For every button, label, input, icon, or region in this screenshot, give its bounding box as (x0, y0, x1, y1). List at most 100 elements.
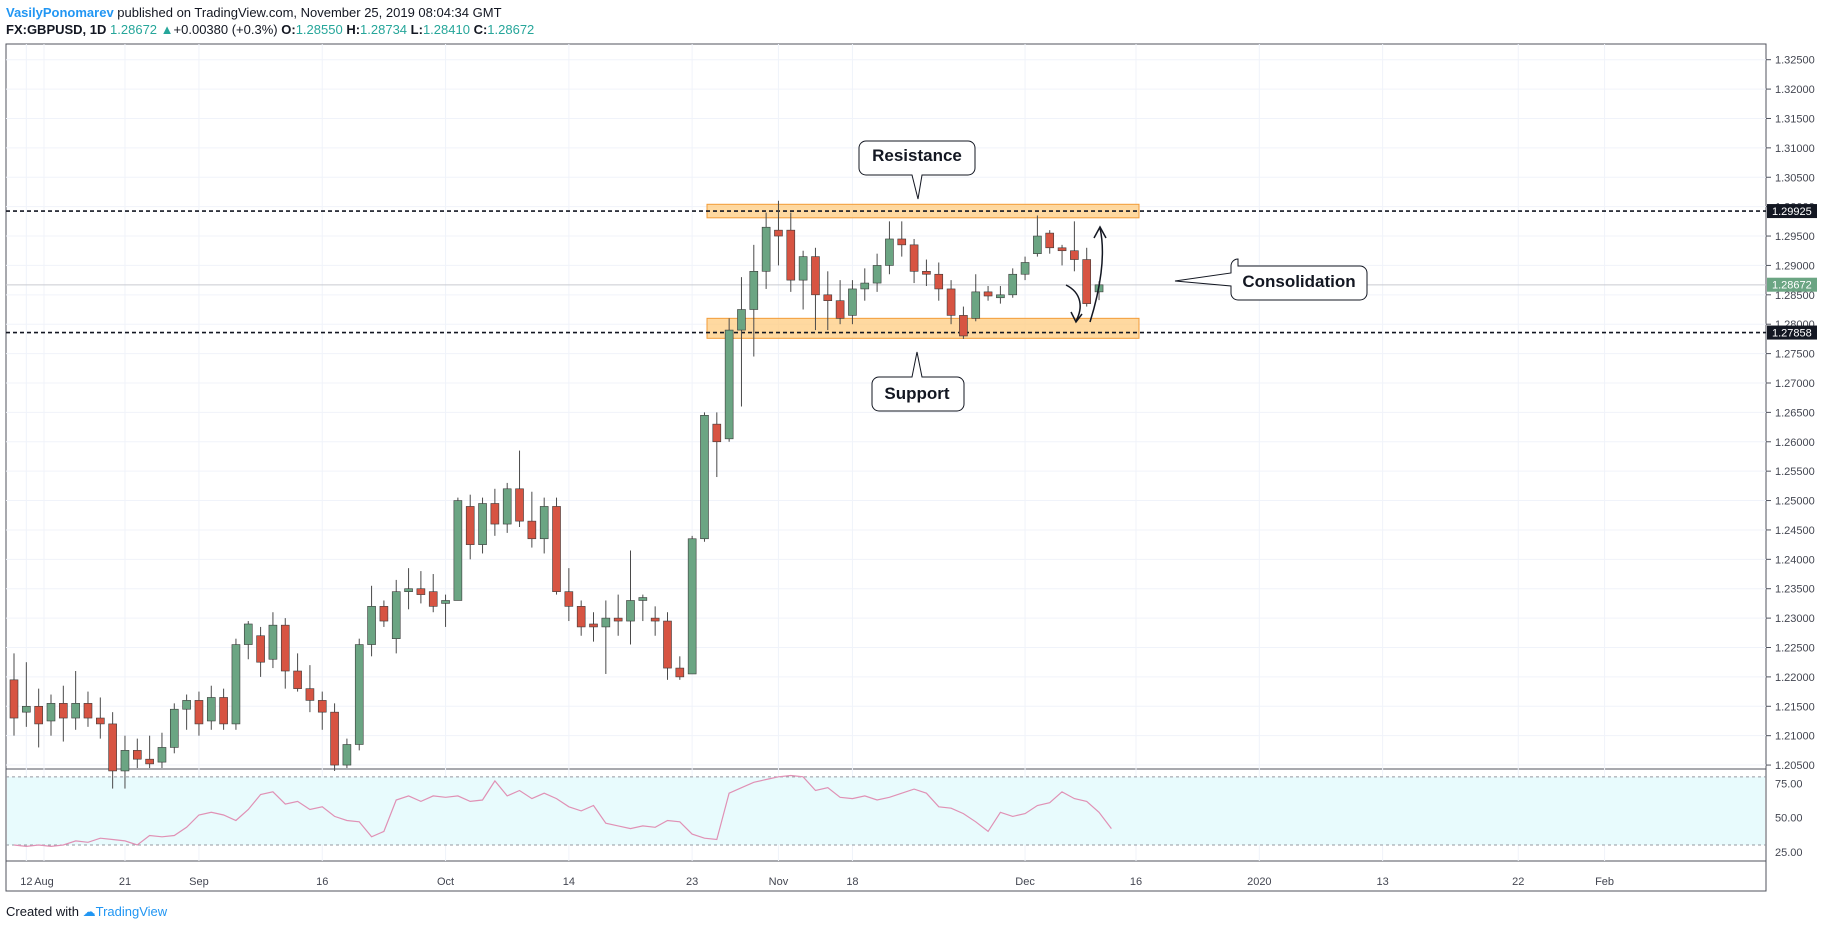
candle-body (108, 723, 117, 772)
candle-body (897, 238, 907, 246)
candle-body (157, 747, 167, 763)
time-tick-label: 2020 (1247, 876, 1271, 888)
candle-body (650, 617, 660, 622)
price-tick-label: 1.29000 (1775, 260, 1815, 272)
down-arrowhead (1070, 311, 1083, 324)
close-value: 1.28672 (487, 22, 535, 37)
price-tick-label: 1.21000 (1775, 731, 1815, 743)
time-tick-label: 16 (316, 876, 328, 888)
price-tick-label: 1.30500 (1775, 172, 1815, 184)
candle-body (133, 750, 142, 760)
candle-body (786, 229, 796, 281)
consolidation-callout[interactable]: Consolidation (1174, 258, 1368, 301)
current-price-tag (1767, 277, 1817, 292)
candle-body (46, 703, 56, 722)
candle-body (169, 708, 179, 748)
candle-body (552, 506, 561, 592)
candle-body (996, 294, 1005, 299)
candle-body (59, 703, 68, 719)
candle-body (959, 315, 968, 337)
time-tick-label: 13 (1377, 876, 1389, 888)
candle-body (34, 705, 43, 725)
candle-body (243, 623, 253, 645)
time-tick-label: 18 (846, 876, 858, 888)
time-tick-label: Aug (34, 876, 54, 888)
candle-body (872, 265, 882, 284)
symbol-ohlc-line: FX:GBPUSD, 1D 1.28672 ▲+0.00380 (+0.3%) … (6, 22, 534, 37)
resistance-price-tag (1767, 204, 1817, 219)
candle-body (293, 670, 302, 689)
price-tick-label: 1.23500 (1775, 584, 1815, 596)
created-with-label: Created with (6, 904, 79, 919)
candle-body (527, 520, 537, 540)
price-tick-label: 1.31500 (1775, 113, 1815, 125)
candle-body (885, 238, 894, 266)
author-link[interactable]: VasilyPonomarev (6, 5, 114, 20)
candle-body (145, 758, 154, 765)
down-arrow-icon (1065, 284, 1081, 322)
candle-body (983, 291, 993, 297)
consolidation-bubble (1174, 258, 1368, 301)
low-label: L: (410, 22, 423, 37)
candle-body (71, 703, 80, 719)
price-tick-label: 1.31000 (1775, 143, 1815, 155)
support-price-tag (1767, 325, 1817, 340)
resistance-bubble (858, 140, 976, 200)
candle-body (860, 282, 870, 290)
rsi-tick-label: 50.00 (1775, 813, 1803, 825)
candle-body (564, 591, 574, 607)
price-tick-label: 1.27000 (1775, 378, 1815, 390)
price-axis[interactable]: 1.325001.320001.315001.310001.305001.300… (1766, 55, 1815, 859)
candle-body (798, 256, 808, 281)
price-tick-label: 1.29500 (1775, 231, 1815, 243)
price-change: +0.00380 (+0.3%) (173, 22, 278, 37)
support-zone (706, 317, 1140, 339)
candle-body (391, 591, 401, 639)
price-tick-label: 1.24500 (1775, 525, 1815, 537)
candle-body (330, 711, 339, 766)
publish-info: published on TradingView.com, November 2… (117, 5, 502, 20)
open-label: O: (281, 22, 296, 37)
rsi-line (13, 774, 1112, 848)
candle-body (367, 606, 376, 645)
high-value: 1.28734 (360, 22, 408, 37)
price-tick-label: 1.28500 (1775, 290, 1815, 302)
candle-body (700, 415, 709, 540)
candle-body (219, 697, 228, 725)
support-label: Support (884, 384, 949, 403)
candle-body (761, 226, 771, 272)
candle-body (934, 273, 944, 290)
rsi-tick-label: 25.00 (1775, 847, 1803, 859)
symbol-label[interactable]: FX:GBPUSD, 1D (6, 22, 107, 37)
price-tick-label: 1.24000 (1775, 554, 1815, 566)
candle-body (601, 617, 611, 628)
candle-body (1057, 247, 1067, 252)
candle-body (724, 329, 734, 440)
candle-body (354, 644, 364, 745)
candle-body (83, 703, 93, 719)
tradingview-link[interactable]: TradingView (95, 904, 168, 919)
price-tick-label: 1.22500 (1775, 643, 1815, 655)
candle-body (737, 309, 746, 331)
candle-body (120, 750, 130, 772)
time-tick-label: 21 (119, 876, 131, 888)
consolidation-label: Consolidation (1242, 272, 1355, 291)
candle-body (613, 617, 623, 622)
support-price-tag-label: 1.27858 (1772, 328, 1812, 340)
time-tick-label: Sep (189, 876, 209, 888)
price-tick-label: 1.21500 (1775, 701, 1815, 713)
candle-body (589, 623, 598, 628)
candle-body (515, 488, 524, 522)
time-tick-label: 16 (1130, 876, 1142, 888)
support-callout[interactable]: Support (871, 351, 965, 412)
time-tick-label: Nov (769, 876, 789, 888)
time-tick-label: Dec (1015, 876, 1035, 888)
footer: Created with ☁TradingView (6, 904, 167, 920)
candle-body (922, 271, 931, 275)
resistance-callout[interactable]: Resistance (858, 140, 976, 200)
projection-arrows (1065, 225, 1107, 324)
candle-body (231, 644, 241, 725)
time-tick-label: 12 (20, 876, 32, 888)
